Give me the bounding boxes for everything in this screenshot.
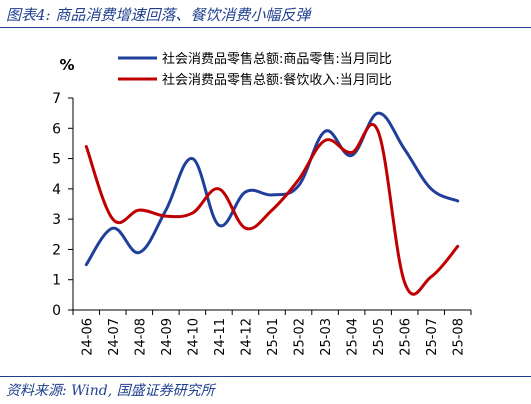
- legend-label-2: 社会消费品零售总额:餐饮收入:当月同比: [162, 72, 392, 88]
- y-tick-label: 3: [52, 212, 61, 228]
- x-tick-label: 24-10: [186, 318, 201, 356]
- x-tick-label: 25-05: [372, 318, 387, 356]
- y-tick-label: 0: [52, 303, 61, 319]
- y-tick-label: 7: [52, 91, 61, 107]
- x-tick-label: 24-12: [239, 318, 254, 356]
- x-tick-label: 25-08: [452, 318, 467, 356]
- x-tick-label: 24-06: [80, 318, 95, 356]
- y-tick-label: 6: [52, 121, 61, 137]
- x-tick-label: 24-07: [107, 318, 122, 356]
- y-tick-label: 4: [52, 182, 61, 198]
- title-rule: [0, 27, 531, 28]
- y-tick-label: 2: [52, 242, 61, 258]
- y-axis-label: %: [59, 56, 74, 74]
- x-tick-label: 25-07: [425, 318, 440, 356]
- source-rule: [0, 376, 531, 377]
- x-tick-label: 25-06: [399, 318, 414, 356]
- x-tick-label: 25-04: [346, 318, 361, 356]
- series-line-1: [84, 111, 460, 267]
- x-tick-label: 25-02: [293, 318, 308, 356]
- y-tick-label: 5: [52, 152, 61, 168]
- x-tick-label: 24-08: [133, 318, 148, 356]
- y-tick-label: 1: [52, 273, 61, 289]
- x-tick-label: 24-09: [160, 318, 175, 356]
- source-note: 资料来源: Wind, 国盛证券研究所: [6, 383, 215, 399]
- figure-title: 图表4: 商品消费增速回落、餐饮消费小幅反弹: [6, 6, 311, 24]
- x-tick-label: 25-03: [319, 318, 334, 356]
- line-chart: 0 1 2 3 4 5 6 7% 24-06 24-07 24-08 24-09 24-10 24-11 2…: [52, 51, 472, 356]
- x-tick-label: 25-01: [266, 318, 281, 356]
- series-line-2: [84, 122, 460, 296]
- legend-label-1: 社会消费品零售总额:商品零售:当月同比: [162, 51, 392, 67]
- x-tick-label: 24-11: [213, 318, 228, 356]
